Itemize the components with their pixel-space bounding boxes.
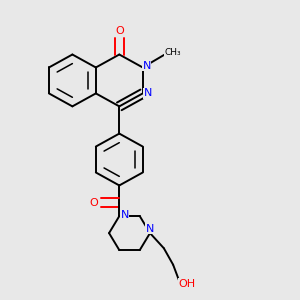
Text: O: O: [89, 198, 98, 208]
Text: O: O: [115, 26, 124, 36]
Text: CH₃: CH₃: [164, 48, 181, 57]
Text: N: N: [146, 224, 154, 234]
Text: N: N: [143, 88, 152, 98]
Text: N: N: [142, 61, 151, 71]
Text: OH: OH: [179, 279, 196, 289]
Text: N: N: [120, 211, 129, 220]
